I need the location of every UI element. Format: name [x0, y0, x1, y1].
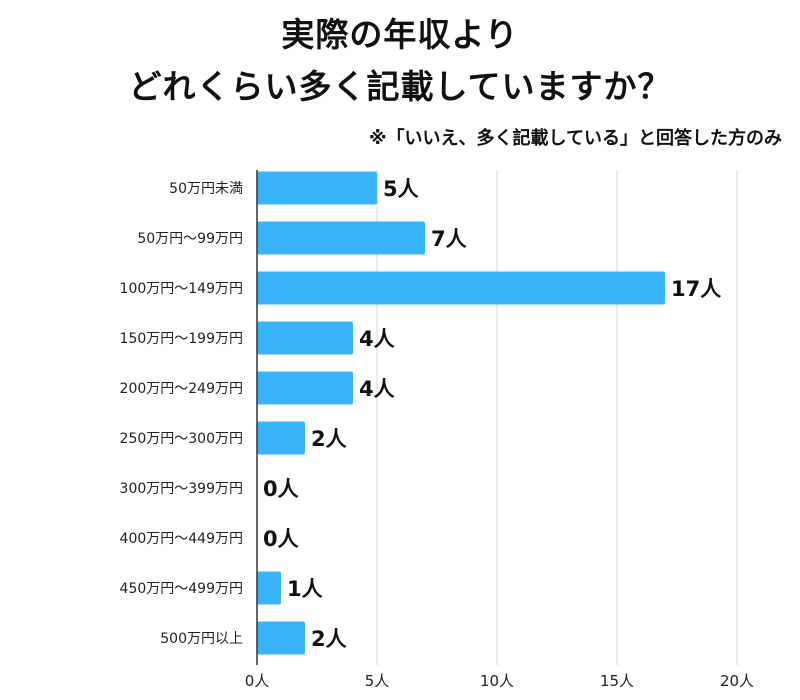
chart-title-line-2: どれくらい多く記載していますか？: [128, 67, 672, 106]
data-label-0: 5人: [383, 177, 419, 201]
category-label-1: 50万円〜99万円: [137, 231, 243, 247]
x-tick-label-2: 10人: [480, 672, 514, 690]
bar-8: [257, 571, 281, 605]
data-label-9: 2人: [311, 627, 347, 651]
x-tick-label-1: 5人: [365, 672, 390, 690]
bar-4: [257, 371, 353, 405]
data-label-7: 0人: [263, 527, 299, 551]
data-label-8: 1人: [287, 577, 323, 601]
category-label-0: 50万円未満: [169, 181, 243, 197]
x-tick-label-3: 15人: [600, 672, 634, 690]
data-label-5: 2人: [311, 427, 347, 451]
bar-0: [257, 171, 377, 205]
data-label-4: 4人: [359, 377, 395, 401]
x-tick-label-4: 20人: [720, 672, 754, 690]
data-label-3: 4人: [359, 327, 395, 351]
bar-3: [257, 321, 353, 355]
bar-5: [257, 421, 305, 455]
category-label-9: 500万円以上: [160, 631, 243, 647]
category-label-7: 400万円〜449万円: [120, 531, 243, 547]
data-label-6: 0人: [263, 477, 299, 501]
category-label-8: 450万円〜499万円: [120, 581, 243, 597]
data-label-1: 7人: [431, 227, 467, 251]
chart-subtitle: ※「いいえ、多く記載している」と回答した方のみ: [369, 128, 782, 149]
bar-2: [257, 271, 665, 305]
data-label-2: 17人: [671, 277, 721, 301]
category-label-3: 150万円〜199万円: [120, 331, 243, 347]
bar-9: [257, 621, 305, 655]
bar-1: [257, 221, 425, 255]
category-label-2: 100万円〜149万円: [120, 281, 243, 297]
category-label-4: 200万円〜249万円: [120, 381, 243, 397]
chart-title-line-1: 実際の年収より: [281, 15, 519, 54]
category-label-5: 250万円〜300万円: [120, 431, 243, 447]
x-tick-label-0: 0人: [245, 672, 270, 690]
category-label-6: 300万円〜399万円: [120, 481, 243, 497]
